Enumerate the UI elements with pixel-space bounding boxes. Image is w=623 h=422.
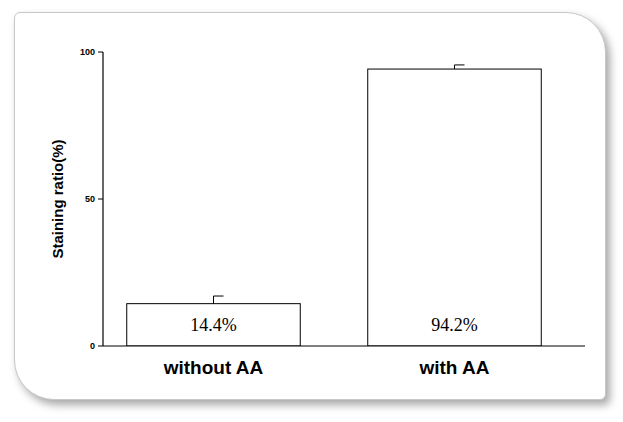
error-stem xyxy=(213,296,214,304)
x-tick-label: with AA xyxy=(418,357,489,378)
data-label: 14.4% xyxy=(190,315,237,335)
bar xyxy=(368,69,542,346)
bar xyxy=(127,304,301,346)
chart-svg: 0 50 100 without AA 14.4% with AA 94.2% Stainin… xyxy=(0,0,623,422)
marks xyxy=(127,65,542,346)
y-tick xyxy=(98,52,103,53)
x-axis xyxy=(103,345,585,346)
data-label: 94.2% xyxy=(431,315,478,335)
y-tick-label: 0 xyxy=(90,341,95,351)
y-tick xyxy=(98,346,103,347)
error-cap xyxy=(214,296,224,297)
error-stem xyxy=(454,65,455,69)
error-cap xyxy=(455,64,465,65)
y-tick-label: 100 xyxy=(80,47,95,57)
y-axis-label: Staining ratio(%) xyxy=(49,139,66,258)
error-bar xyxy=(214,296,224,304)
y-tick-label: 50 xyxy=(85,194,95,204)
x-tick-label: without AA xyxy=(163,357,264,378)
error-bar xyxy=(455,65,465,69)
y-tick xyxy=(98,199,103,200)
